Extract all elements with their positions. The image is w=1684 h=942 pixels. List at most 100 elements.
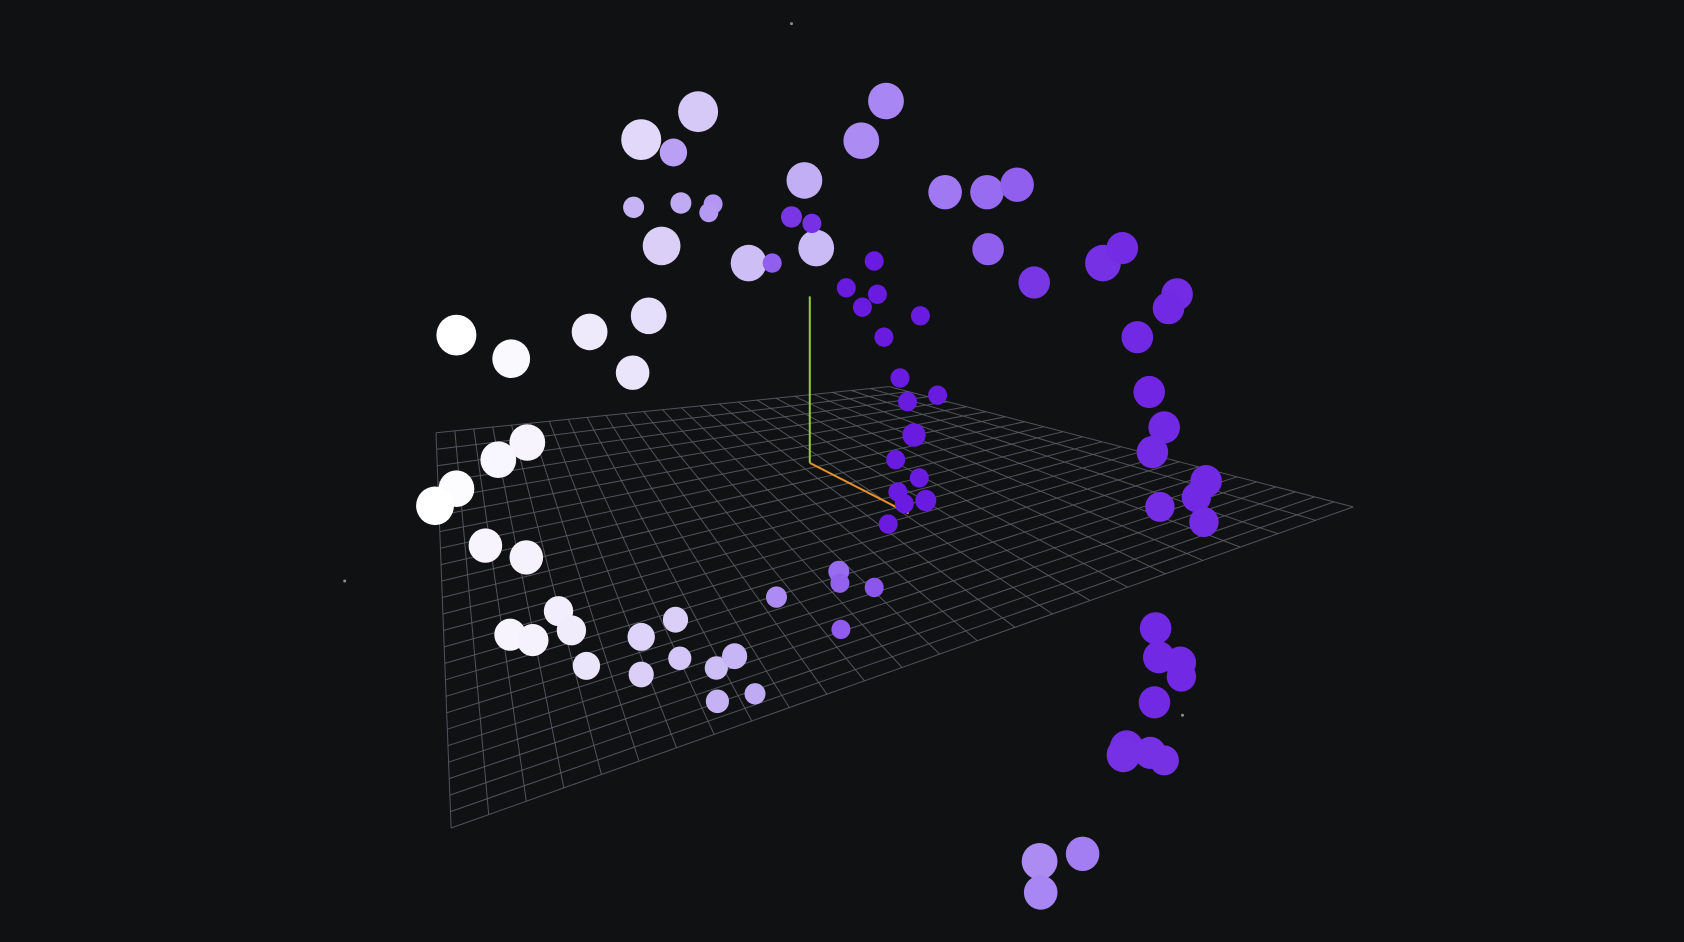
point-sphere [1023,875,1058,910]
point-sphere [1152,292,1185,325]
grid-line-v [445,466,1199,697]
point-sphere [730,244,767,282]
point-sphere [699,202,719,223]
point-sphere [480,441,517,479]
point-sphere [843,122,880,159]
point-sphere [1000,167,1034,202]
point-sphere [516,624,549,657]
grid-line-v [449,496,1315,796]
point-sphere [705,689,730,714]
point-sphere [628,661,654,688]
point-sphere [704,656,728,680]
point-sphere [874,327,894,347]
background-specks [343,22,1184,717]
point-sphere [1148,411,1180,444]
grid-line-v [448,486,1277,763]
background-speck [790,22,793,26]
point-sphere [492,339,531,379]
point-sphere [1136,436,1169,469]
point-sphere [1021,843,1058,880]
point-sphere [509,424,546,461]
point-sphere [1106,737,1141,773]
point-sphere [894,494,914,514]
point-sphere [1106,232,1139,265]
grid-line-u [832,391,1241,548]
grid-line-u [870,388,1316,521]
point-sphere [744,683,766,705]
point-sphere [556,615,587,646]
point-sphere [831,619,851,640]
background-speck [343,579,347,583]
point-sphere [668,646,692,671]
point-sphere [867,284,887,304]
point-sphere [436,314,477,356]
grid-line-v [449,491,1296,780]
point-sphere [468,528,503,563]
grid-line-v [446,471,1219,714]
x-axis-line [809,461,910,515]
point-sphere [836,278,856,298]
point-sphere [1138,686,1171,719]
point-sphere [1181,482,1212,513]
point-sphere [615,355,650,390]
point-sphere [868,82,904,120]
point-sphere [1065,836,1100,871]
point-sphere [1121,321,1154,354]
point-sphere [970,175,1004,210]
point-sphere [670,192,692,214]
point-sphere [878,514,898,534]
grid-line-v [444,456,1161,664]
point-sphere [1145,491,1175,522]
point-sphere [910,306,930,326]
point-sphere [909,468,929,488]
point-sphere [898,392,917,412]
point-sphere [1166,661,1197,692]
axes-helper [808,296,910,515]
point-sphere [972,233,1004,266]
point-sphere [864,251,884,271]
point-sphere [928,385,948,405]
point-sphere [886,450,906,470]
point-sphere [621,119,662,160]
point-sphere [630,297,667,335]
point-sphere [762,253,782,273]
point-sphere [509,540,544,575]
point-sphere [830,573,850,593]
point-sphere [572,651,601,680]
point-sphere [890,368,910,388]
point-sphere [416,486,454,526]
point-sphere [1139,612,1172,645]
point-sphere [902,423,926,447]
grid-line-v [450,506,1354,829]
grid-line-v [445,461,1180,681]
point-sphere [781,206,802,228]
point-sphere [571,313,608,351]
point-sphere [802,213,822,234]
grid-line-u [794,395,1166,575]
point-sphere [642,226,681,266]
point-sphere [915,489,937,512]
point-sphere [928,175,962,210]
point-cloud [416,82,1222,910]
point-sphere [1149,745,1179,776]
point-sphere [659,138,688,167]
point-sphere [1189,507,1219,537]
point-sphere [1133,375,1165,409]
point-sphere [627,622,655,651]
point-sphere [786,162,823,199]
point-sphere [798,229,835,267]
grid-line-u [889,386,1354,508]
point-sphere [864,577,884,598]
point-sphere [662,606,689,633]
point-sphere [678,91,719,133]
point-sphere [1018,266,1050,299]
grid-line-v [450,501,1335,813]
point-sphere [722,643,748,670]
grid-line-u [737,401,1053,615]
background-speck [1181,713,1184,717]
point-sphere [766,586,787,608]
point-sphere [852,297,872,317]
point-sphere [623,196,645,218]
